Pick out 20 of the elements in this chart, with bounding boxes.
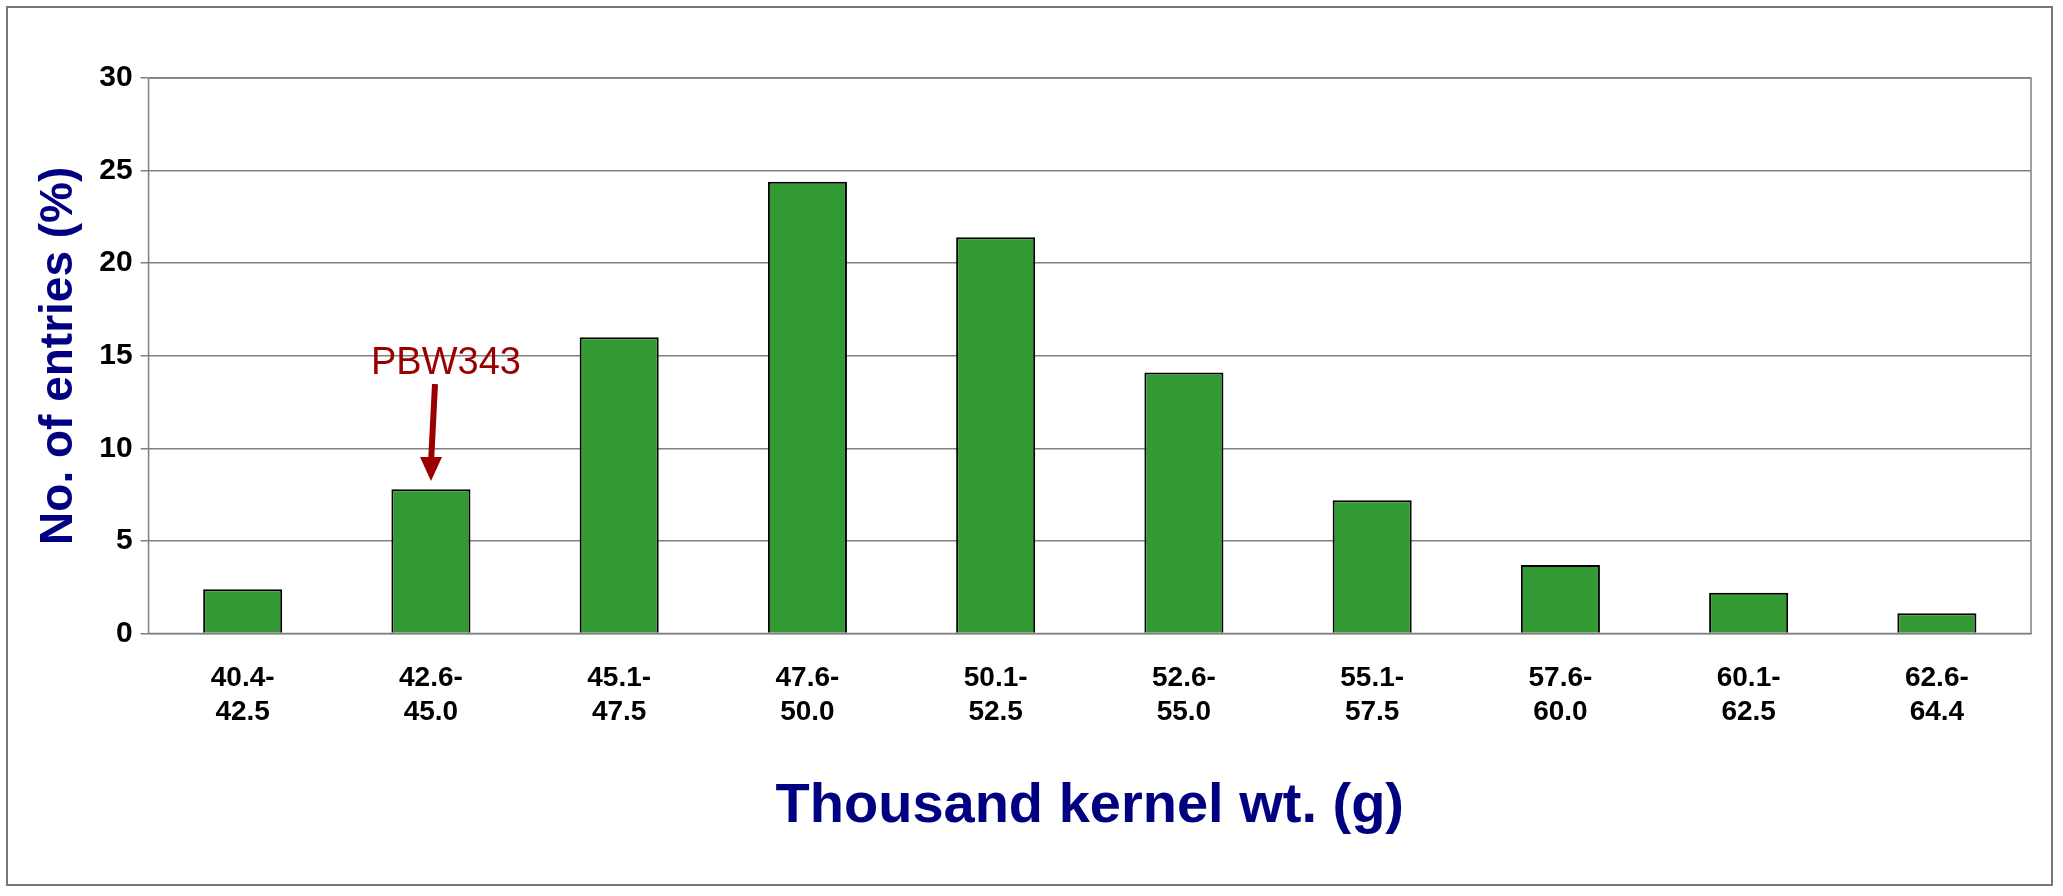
y-tick-label: 0	[115, 614, 133, 648]
x-tick-label: 50.1-52.5	[963, 661, 1028, 726]
y-tick-label: 10	[99, 429, 133, 463]
x-tick-label: 55.1-57.5	[1340, 661, 1405, 726]
y-tick-label: 25	[99, 151, 133, 185]
y-tick-label: 20	[99, 244, 133, 278]
x-tick-label: 45.1-47.5	[587, 661, 652, 726]
y-tick-label: 15	[99, 337, 133, 371]
y-tick-label: 5	[115, 522, 133, 556]
x-tick-label: 40.4-42.5	[210, 661, 275, 726]
annotation: PBW343	[370, 339, 521, 382]
x-axis-title: Thousand kernel wt. (g)	[775, 770, 1405, 834]
x-tick-label: 62.6-64.4	[1904, 661, 1969, 726]
x-tick-label: 60.1-62.5	[1716, 661, 1781, 726]
x-tick-label: 42.6-45.0	[399, 661, 463, 726]
y-axis-title: No. of entries (%)	[30, 166, 83, 545]
y-tick-label: 30	[99, 59, 133, 93]
x-tick-label: 52.6-55.0	[1151, 661, 1216, 726]
x-tick-label: 57.6-60.0	[1528, 661, 1593, 726]
x-tick-label: 47.6-50.0	[775, 661, 840, 726]
